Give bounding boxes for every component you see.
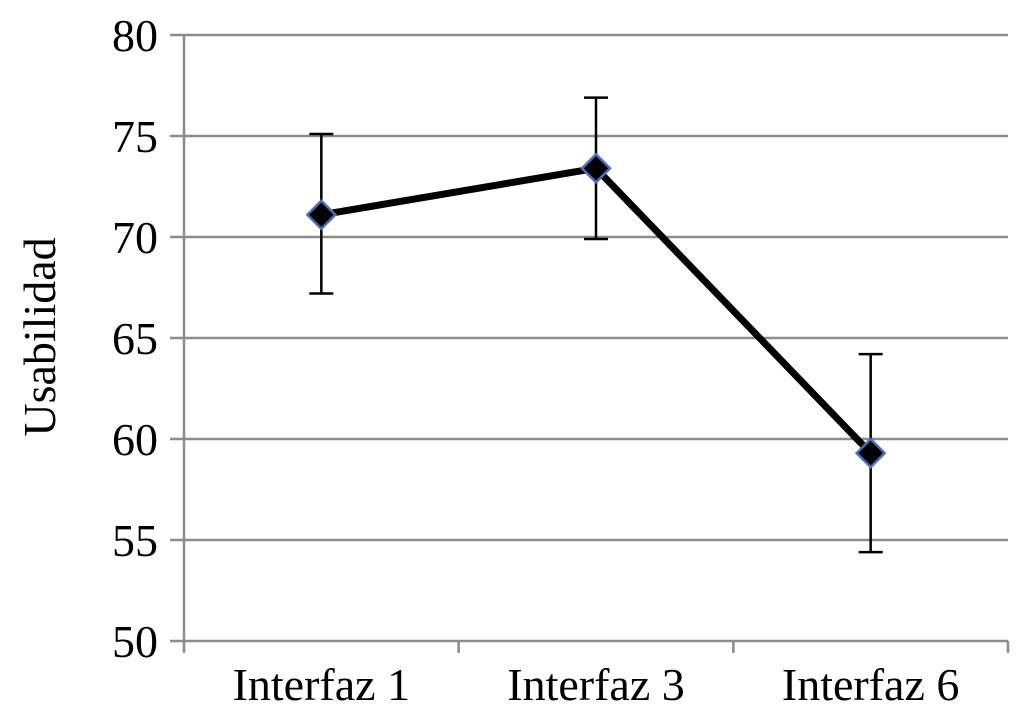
y-tick-label: 60 <box>112 414 158 465</box>
y-axis-title: Usabilidad <box>14 237 65 436</box>
data-markers <box>305 152 887 469</box>
y-tick-label: 75 <box>112 111 158 162</box>
x-tick-labels: Interfaz 1 Interfaz 3 Interfaz 6 <box>233 659 960 710</box>
y-tick-label: 50 <box>112 616 158 667</box>
y-tick-label: 80 <box>112 10 158 61</box>
y-tick-label: 70 <box>112 212 158 263</box>
data-point-marker <box>854 437 887 469</box>
axes <box>170 33 1010 653</box>
x-tick-label: Interfaz 6 <box>782 659 960 710</box>
x-tick-label: Interfaz 3 <box>507 659 685 710</box>
y-tick-labels: 50 55 60 65 70 75 80 <box>112 10 158 667</box>
y-tick-label: 55 <box>112 515 158 566</box>
data-point-marker <box>305 199 338 231</box>
data-point-marker <box>580 152 612 185</box>
x-tick-label: Interfaz 1 <box>233 659 411 710</box>
y-tick-label: 65 <box>112 313 158 364</box>
